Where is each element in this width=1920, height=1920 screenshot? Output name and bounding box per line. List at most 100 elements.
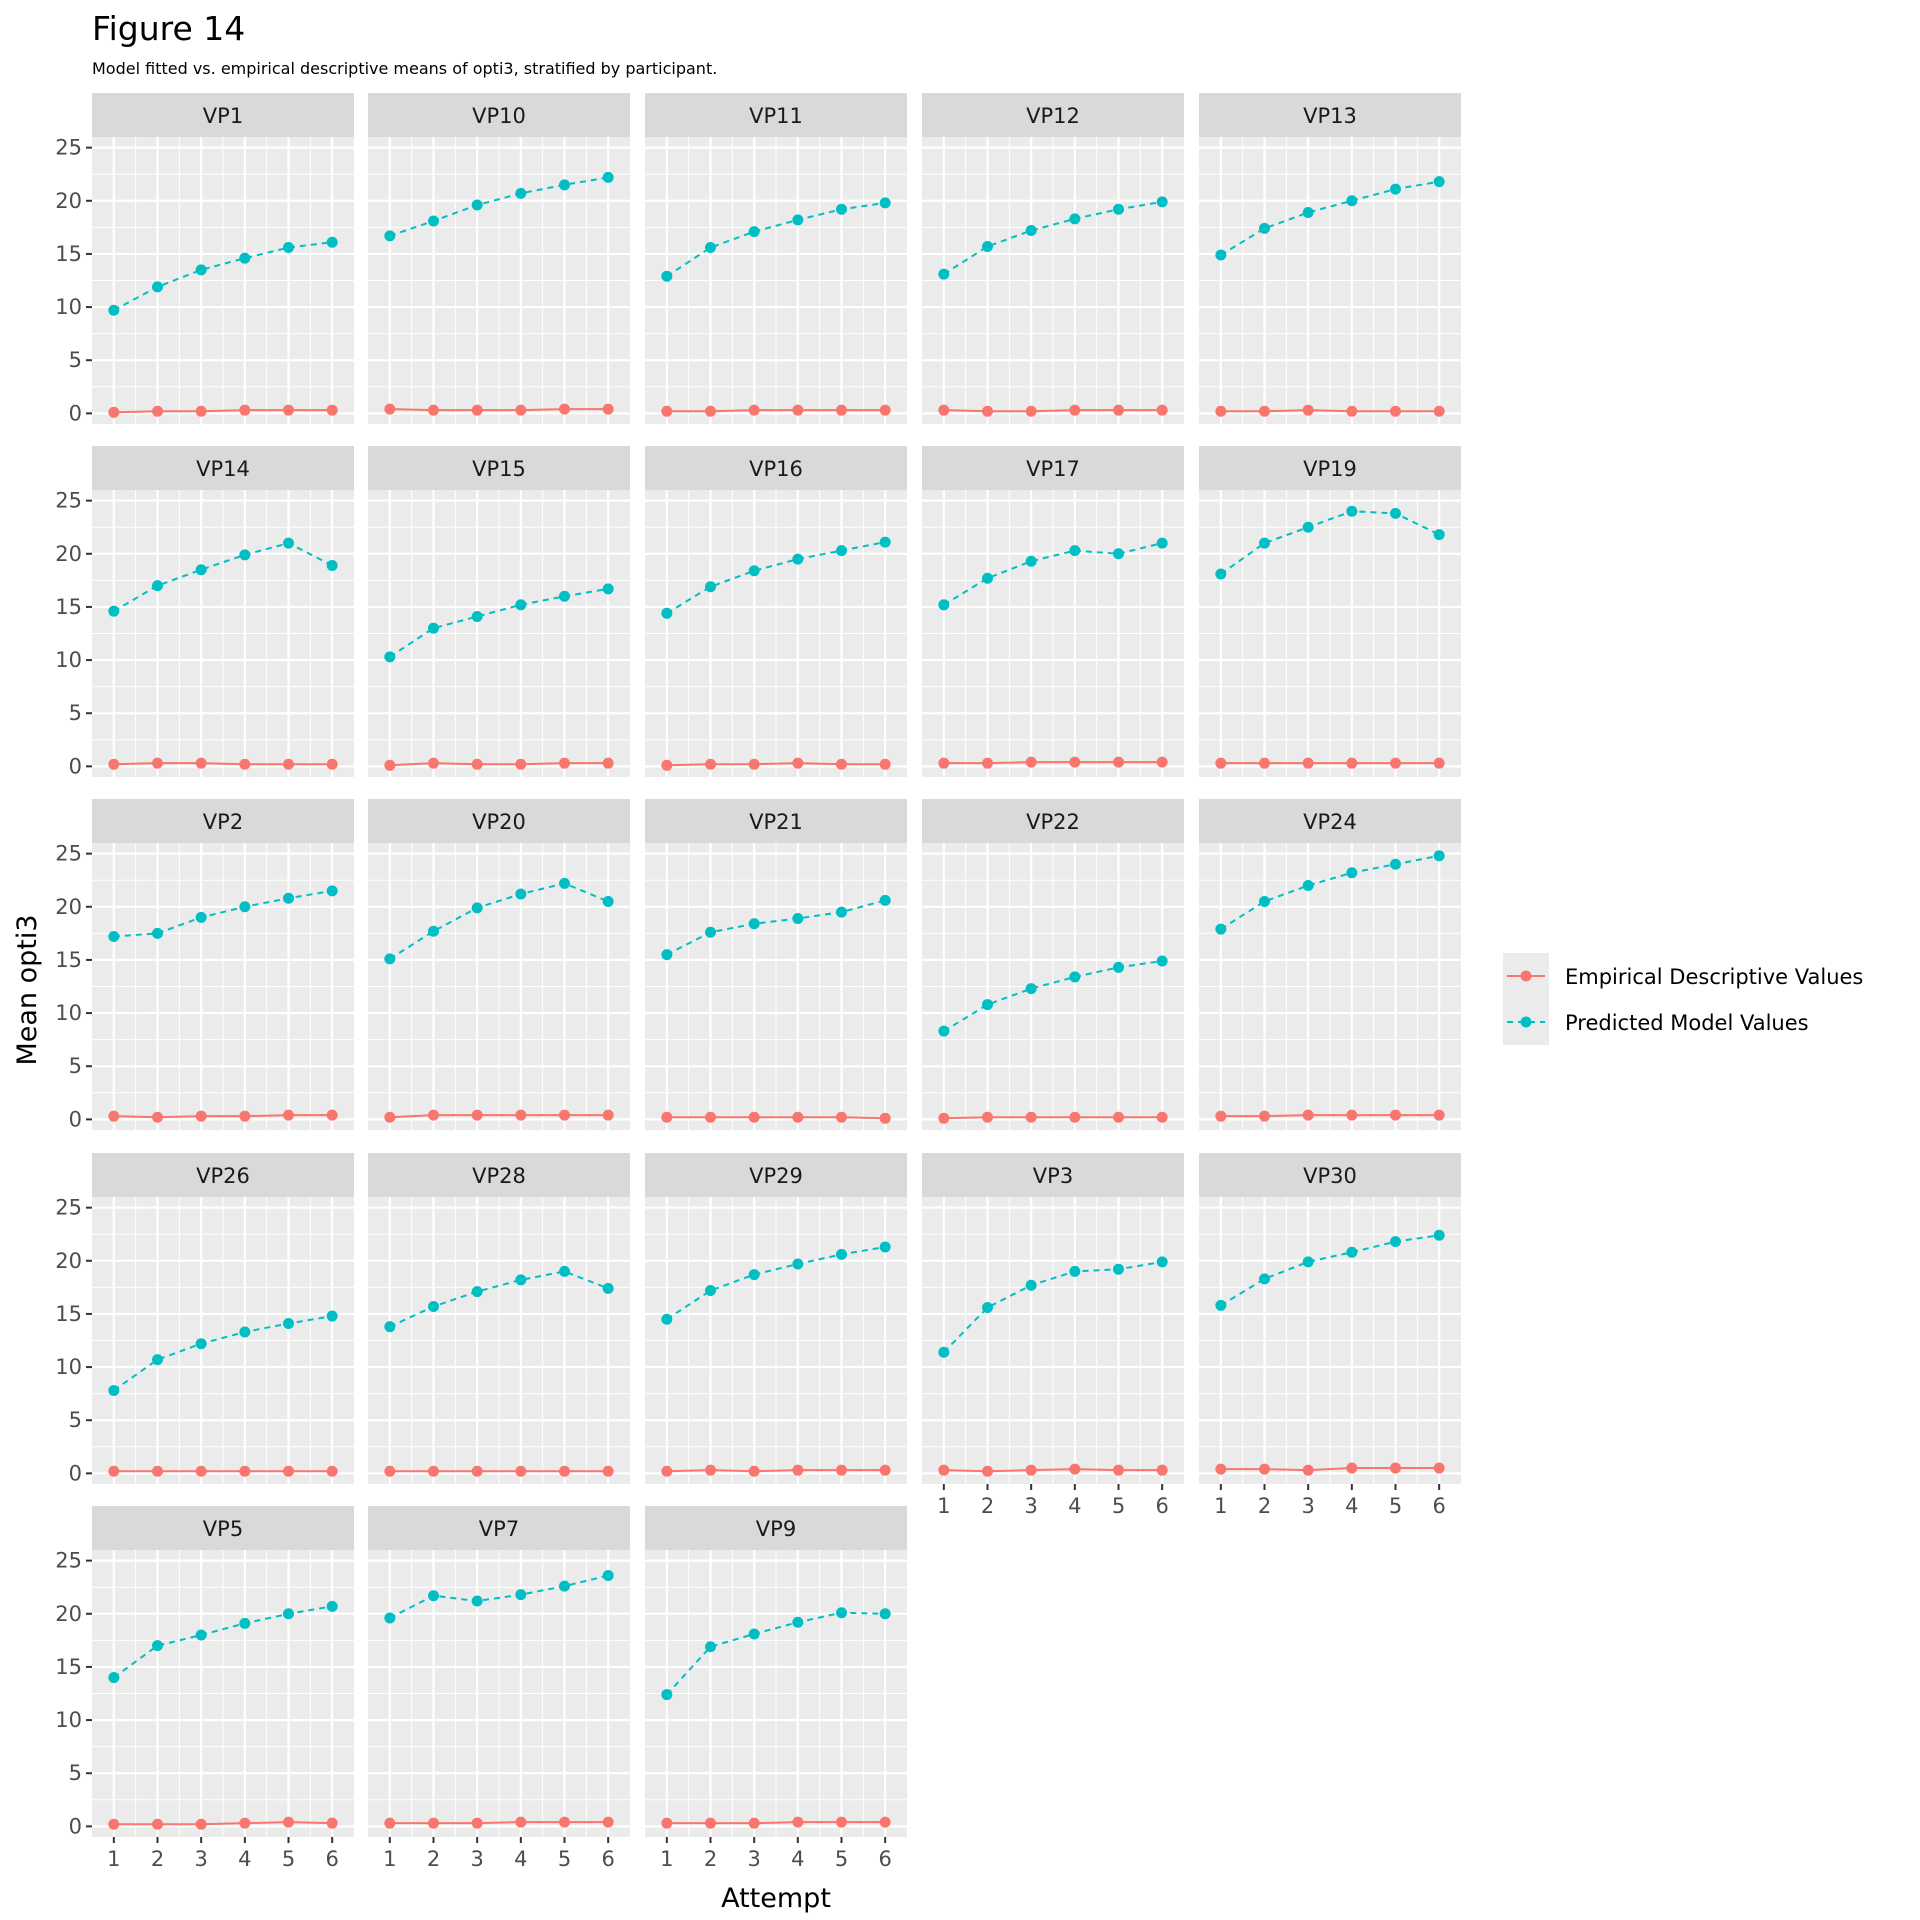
facet-strip: [645, 1153, 907, 1197]
facet-strip: [1199, 93, 1461, 137]
predicted-point: [1156, 1256, 1168, 1268]
empirical-point: [1346, 1109, 1358, 1121]
empirical-point: [283, 758, 294, 770]
predicted-point: [384, 651, 396, 663]
predicted-point: [836, 1248, 847, 1260]
predicted-series-line: [943, 1260, 1163, 1353]
empirical-point: [283, 1109, 294, 1121]
predicted-point: [836, 906, 847, 918]
empirical-point: [938, 757, 950, 769]
predicted-point: [1302, 1256, 1314, 1268]
facet-strip: [922, 446, 1184, 490]
empirical-point: [559, 1109, 570, 1121]
empirical-point: [879, 758, 891, 770]
facet-strip: [92, 1506, 354, 1550]
predicted-point: [661, 607, 673, 619]
predicted-point: [283, 1317, 294, 1329]
predicted-point: [1433, 1229, 1445, 1241]
empirical-point: [938, 404, 950, 416]
predicted-point: [982, 240, 993, 252]
predicted-point: [326, 236, 338, 248]
predicted-point: [239, 252, 251, 264]
empirical-point: [283, 1816, 294, 1828]
facet-strip: [645, 446, 907, 490]
facet-strip-label: VP17: [1026, 457, 1080, 481]
facet-panel: VP30 1 2 3 4 5 6: [1199, 1153, 1461, 1518]
x-tick-label: 4: [1068, 1494, 1081, 1518]
empirical-point: [428, 1465, 439, 1477]
empirical-point: [836, 1464, 847, 1476]
predicted-point: [471, 902, 483, 914]
empirical-point: [705, 1464, 716, 1476]
empirical-point: [1390, 1109, 1401, 1121]
predicted-point: [559, 1265, 570, 1277]
empirical-point: [384, 759, 396, 771]
empirical-point: [792, 404, 804, 416]
predicted-point: [792, 214, 804, 226]
predicted-point: [1069, 1265, 1081, 1277]
facet-strip-label: VP24: [1303, 810, 1357, 834]
facet-panel: VP21: [645, 799, 907, 1130]
facet-strip: [645, 93, 907, 137]
empirical-point: [471, 1465, 483, 1477]
x-tick-label: 2: [151, 1847, 164, 1871]
predicted-point: [1025, 225, 1037, 237]
x-tick-label: 3: [470, 1847, 483, 1871]
empirical-point: [748, 1111, 760, 1123]
y-tick-label: 15: [55, 1302, 82, 1326]
predicted-point: [428, 1590, 439, 1602]
facet-panel: VP3 1 2 3 4 5 6: [922, 1153, 1184, 1518]
facet-panel: VP24: [1199, 799, 1461, 1130]
predicted-point: [326, 1600, 338, 1612]
predicted-point: [938, 599, 950, 611]
empirical-point: [1156, 404, 1168, 416]
empirical-point: [879, 1464, 891, 1476]
empirical-point: [239, 1465, 251, 1477]
x-tick-label: 5: [1112, 1494, 1125, 1518]
predicted-point: [559, 179, 570, 191]
empirical-point: [1433, 405, 1445, 417]
facet-strip-label: VP22: [1026, 810, 1080, 834]
empirical-point: [661, 1111, 673, 1123]
predicted-series-line: [1220, 510, 1440, 575]
empirical-point: [1025, 756, 1037, 768]
empirical-point: [1215, 757, 1227, 769]
predicted-point: [879, 1241, 891, 1253]
predicted-point: [108, 1672, 120, 1684]
predicted-point: [661, 1689, 673, 1701]
facet-panel: VP14 0 5 10 15 20 25: [55, 446, 354, 778]
empirical-point: [384, 1465, 396, 1477]
predicted-point: [836, 203, 847, 215]
y-tick-label: 0: [69, 754, 82, 778]
empirical-series-line: [1220, 409, 1440, 413]
empirical-point: [1215, 405, 1227, 417]
facet-strip-label: VP7: [479, 1517, 519, 1541]
empirical-series-line: [389, 1821, 609, 1825]
facet-strip: [368, 93, 630, 137]
predicted-series-line: [389, 1270, 609, 1328]
x-tick-label: 1: [1214, 1494, 1227, 1518]
predicted-point: [748, 1628, 760, 1640]
facet-strip-label: VP30: [1303, 1164, 1357, 1188]
empirical-point: [1113, 756, 1124, 768]
empirical-point: [982, 1111, 993, 1123]
facet-strip-label: VP9: [756, 1517, 796, 1541]
facet-strip-label: VP12: [1026, 104, 1080, 128]
y-tick-label: 20: [55, 1602, 82, 1626]
empirical-point: [879, 404, 891, 416]
x-tick-label: 3: [1024, 1494, 1037, 1518]
empirical-series-line: [389, 762, 609, 767]
facet-strip: [922, 799, 1184, 843]
empirical-point: [1390, 1462, 1401, 1474]
empirical-series-line: [666, 762, 886, 767]
empirical-series-line: [666, 1821, 886, 1825]
predicted-point: [515, 888, 527, 900]
predicted-point: [661, 1313, 673, 1325]
predicted-point: [1156, 196, 1168, 208]
x-tick-label: 3: [1301, 1494, 1314, 1518]
predicted-series-line: [389, 176, 609, 237]
predicted-point: [1069, 545, 1081, 557]
predicted-series-line: [666, 899, 886, 956]
empirical-point: [239, 404, 251, 416]
predicted-point: [515, 1589, 527, 1601]
